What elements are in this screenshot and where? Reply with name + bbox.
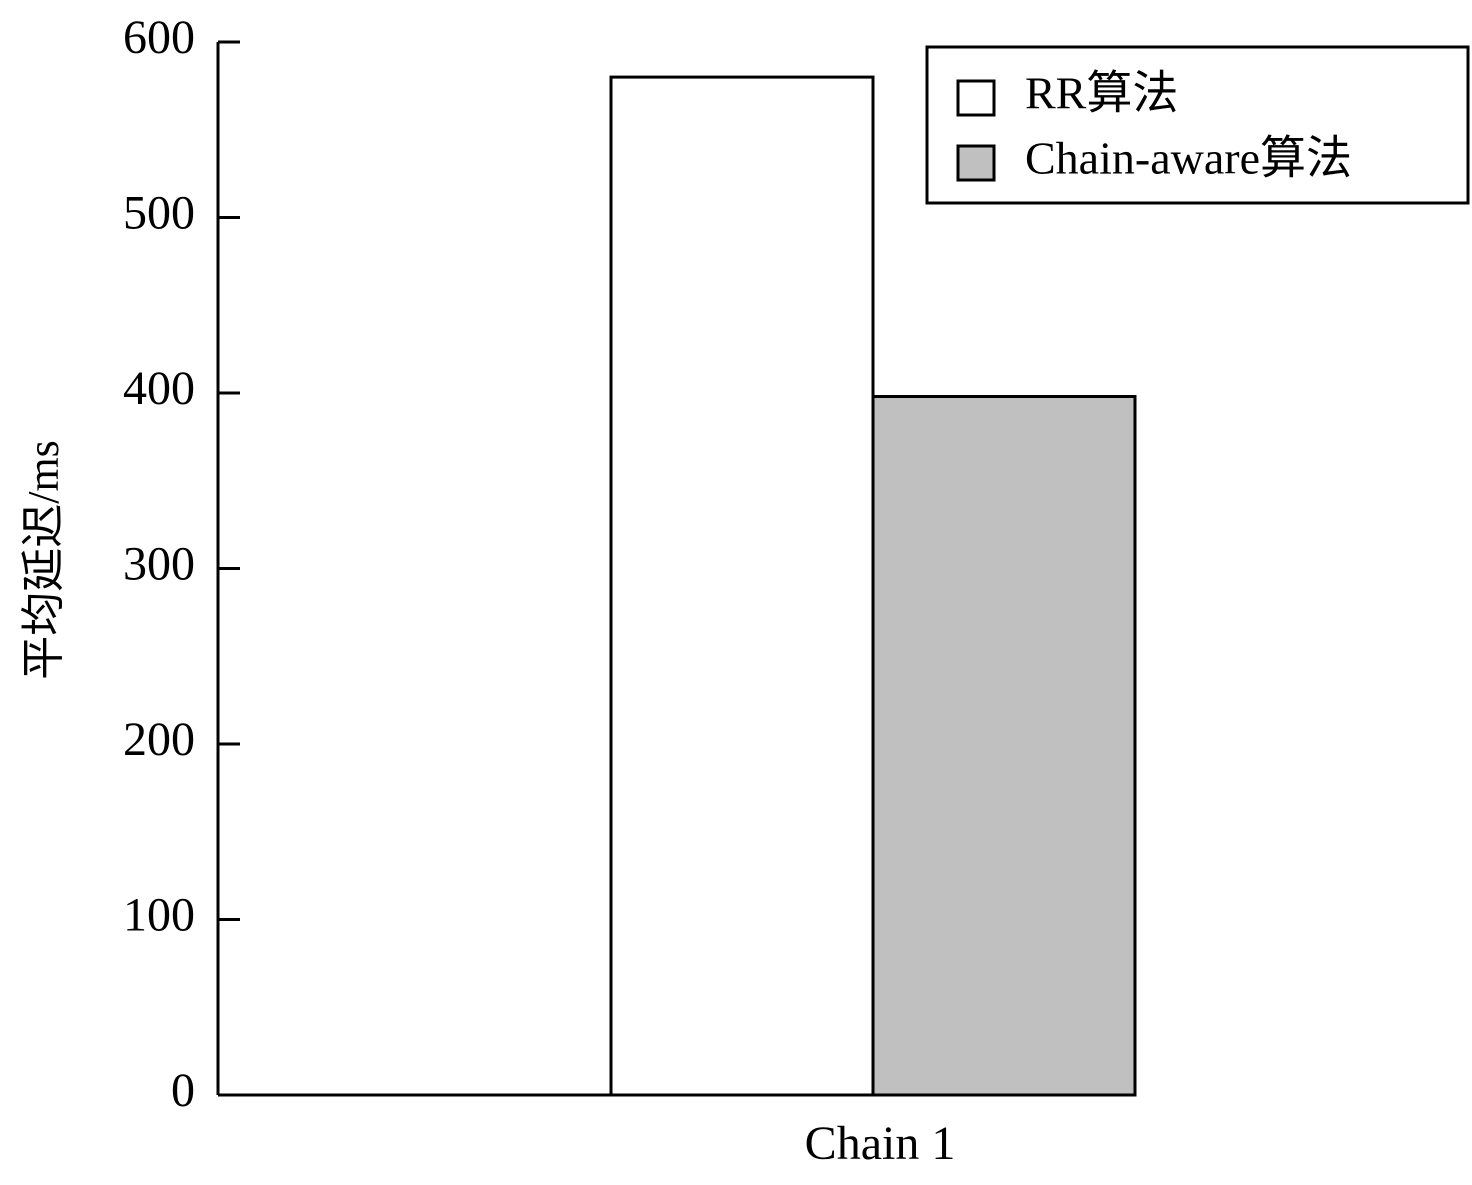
bar <box>609 75 875 1097</box>
y-tick-label: 200 <box>123 713 195 766</box>
bar <box>871 395 1137 1097</box>
x-tick-label: Chain 1 <box>805 1117 956 1170</box>
y-tick-label: 300 <box>123 538 195 591</box>
y-tick-label: 500 <box>123 187 195 240</box>
y-tick-label: 400 <box>123 362 195 415</box>
y-axis-label: 平均延迟/ms <box>19 440 68 680</box>
legend-swatch <box>956 144 996 182</box>
legend-label: Chain-aware算法 <box>1025 133 1352 184</box>
legend-swatch <box>956 79 996 117</box>
legend-label: RR算法 <box>1025 68 1178 119</box>
y-tick-label: 100 <box>123 889 195 942</box>
y-tick-label: 0 <box>171 1064 195 1117</box>
y-tick-label: 600 <box>123 11 195 64</box>
legend-box <box>925 45 1470 205</box>
